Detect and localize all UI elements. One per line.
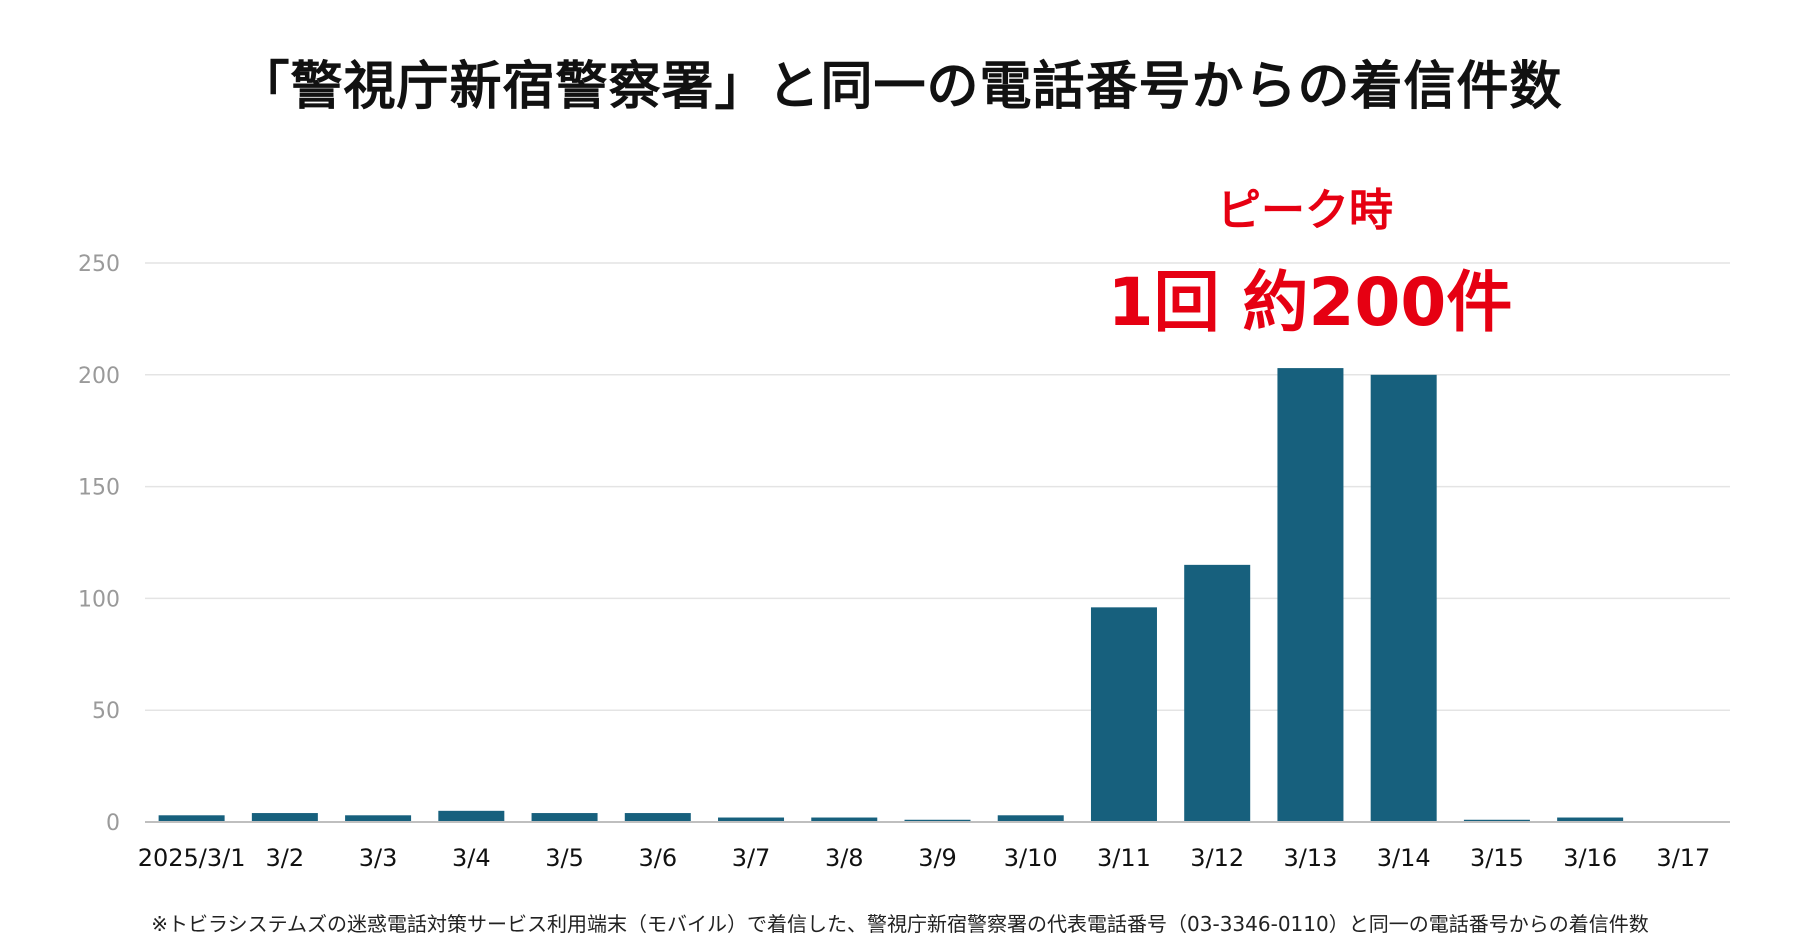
footnote: ※トビラシステムズの迷惑電話対策サービス利用端末（モバイル）で着信した、警視庁新…: [151, 912, 1649, 936]
x-tick-label: 3/13: [1283, 844, 1337, 872]
y-tick-label: 150: [78, 476, 120, 501]
bar-3-6: [624, 813, 691, 822]
x-tick-label: 3/8: [825, 844, 864, 872]
gridlines: [145, 262, 1730, 711]
y-tick-label: 250: [78, 252, 120, 277]
y-tick-label: 0: [106, 811, 120, 836]
bar-3-9: [904, 819, 971, 822]
x-tick-label: 3/9: [918, 844, 957, 872]
bar-3-11: [1090, 607, 1157, 822]
y-tick-label: 100: [78, 587, 120, 612]
y-axis-ticks: 0 50 100 150 200 250: [78, 252, 120, 836]
x-tick-label: 3/5: [545, 844, 584, 872]
x-axis-ticks: 2025/3/1 3/2 3/3 3/4 3/5 3/6 3/7 3/8 3/9 3/10 3/11…: [138, 844, 1711, 872]
x-tick-label: 3/2: [266, 844, 305, 872]
bar-3-12: [1184, 564, 1251, 822]
bar-3-2: [251, 813, 318, 822]
peak-annotation-value: 1回 約200件: [1108, 264, 1513, 341]
x-tick-label: 3/6: [638, 844, 677, 872]
bar-3-14: [1370, 374, 1437, 822]
bar-3-16: [1557, 817, 1624, 822]
bar-3-5: [531, 813, 598, 822]
x-tick-label: 3/4: [452, 844, 491, 872]
x-tick-label: 3/17: [1656, 844, 1710, 872]
bar-3-13: [1277, 368, 1344, 822]
x-tick-label: 3/10: [1004, 844, 1058, 872]
bars: [158, 368, 1624, 822]
x-tick-label: 3/12: [1190, 844, 1244, 872]
y-tick-label: 50: [92, 699, 120, 724]
x-tick-label: 3/16: [1563, 844, 1617, 872]
bar-3-8: [811, 817, 878, 822]
x-tick-label: 3/3: [359, 844, 398, 872]
x-tick-label: 2025/3/1: [138, 844, 246, 872]
bar-2025-3-1: [158, 815, 225, 822]
x-tick-label: 3/15: [1470, 844, 1524, 872]
x-tick-label: 3/14: [1377, 844, 1431, 872]
bar-3-7: [718, 817, 785, 822]
x-tick-label: 3/7: [732, 844, 771, 872]
x-tick-label: 3/11: [1097, 844, 1151, 872]
bar-3-10: [997, 815, 1064, 822]
y-tick-label: 200: [78, 364, 120, 389]
chart-title: 「警視庁新宿警察署」と同一の電話番号からの着信件数: [237, 57, 1563, 117]
peak-annotation-label: ピーク時: [1217, 185, 1393, 236]
bar-3-15: [1463, 819, 1530, 822]
bar-3-4: [438, 810, 505, 822]
bar-3-3: [345, 815, 412, 822]
